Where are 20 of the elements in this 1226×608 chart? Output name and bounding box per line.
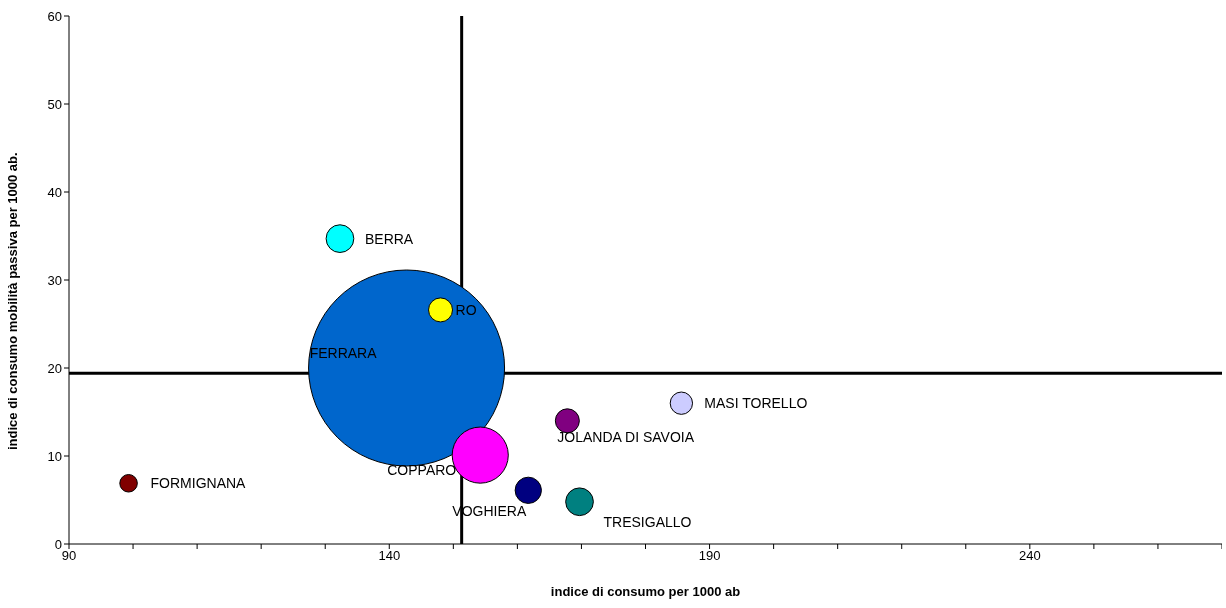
y-tick-label: 50 xyxy=(47,96,62,112)
x-tick-label: 140 xyxy=(378,548,401,564)
series-label: TRESIGALLO xyxy=(603,513,692,530)
x-axis-title: indice di consumo per 1000 ab xyxy=(550,584,741,599)
y-tick-label: 20 xyxy=(47,360,62,376)
x-tick-label: 240 xyxy=(1018,548,1041,564)
series-label: FORMIGNANA xyxy=(150,475,247,492)
y-tick-label: 40 xyxy=(47,184,62,200)
y-tick-label: 30 xyxy=(47,272,62,288)
x-tick-label: 90 xyxy=(61,548,77,564)
y-tick-label: 60 xyxy=(47,8,62,24)
y-tick-label: 10 xyxy=(47,448,62,464)
x-tick-label: 190 xyxy=(698,548,721,564)
series-label: RO xyxy=(455,301,477,318)
series-label: FERRARA xyxy=(309,345,378,361)
series-label: BERRA xyxy=(364,230,414,247)
y-tick-label: 0 xyxy=(54,536,62,552)
series-label: MASI TORELLO xyxy=(704,395,808,412)
series-label: COPPARO xyxy=(387,462,457,479)
series-label: JOLANDA DI SAVOIA xyxy=(557,428,695,445)
